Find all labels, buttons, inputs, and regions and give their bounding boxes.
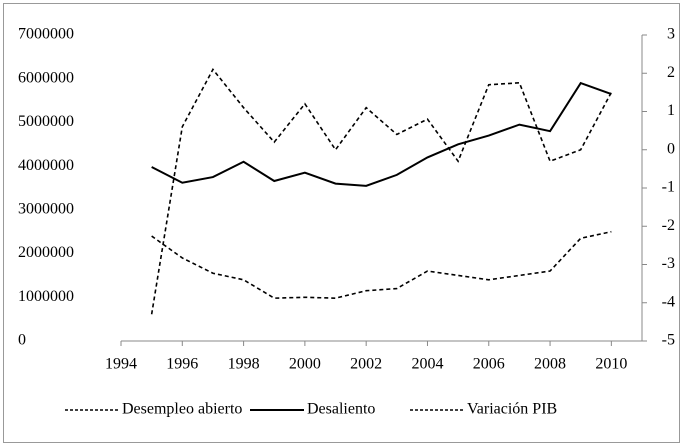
y2-tick-label: -5 [662,332,675,349]
line [151,81,612,187]
y-tick-label: 3000000 [18,201,74,218]
x-tick-label: 1996 [166,356,198,373]
y2-tick-label: -1 [662,179,675,196]
x-tick-label: 2008 [534,356,566,373]
legend-label: Variación PIB [467,401,557,418]
line [151,230,612,299]
y-tick-label: 4000000 [18,157,74,174]
y2-tick-label: -4 [662,293,675,310]
x-tick-label: 2002 [350,356,382,373]
x-tick-label: 1998 [228,356,260,373]
y-tick-label: 1000000 [18,288,74,305]
legend-label: Desaliento [307,401,375,418]
frame [3,3,680,443]
y-tick-label: 6000000 [18,69,74,86]
x-tick-label: 2004 [411,356,443,373]
y2-tick-label: -3 [662,255,675,272]
x-tick-label: 2006 [473,356,505,373]
x-tick-label: 2000 [289,356,321,373]
legend-label: Desempleo abierto [122,401,242,418]
x-tick-label: 2010 [595,356,627,373]
y2-tick-label: 3 [667,26,675,43]
line [150,67,613,315]
y-tick-label: 2000000 [18,244,74,261]
y-tick-label: 7000000 [18,26,74,43]
y2-tick-label: -2 [662,217,675,234]
y2-tick-label: 2 [667,64,675,81]
y2-tick-label: 1 [667,102,675,119]
y-tick-label: 5000000 [18,113,74,130]
y-tick-label: 0 [18,332,26,349]
y2-tick-label: 0 [667,140,675,157]
x-tick-label: 1994 [105,356,137,373]
